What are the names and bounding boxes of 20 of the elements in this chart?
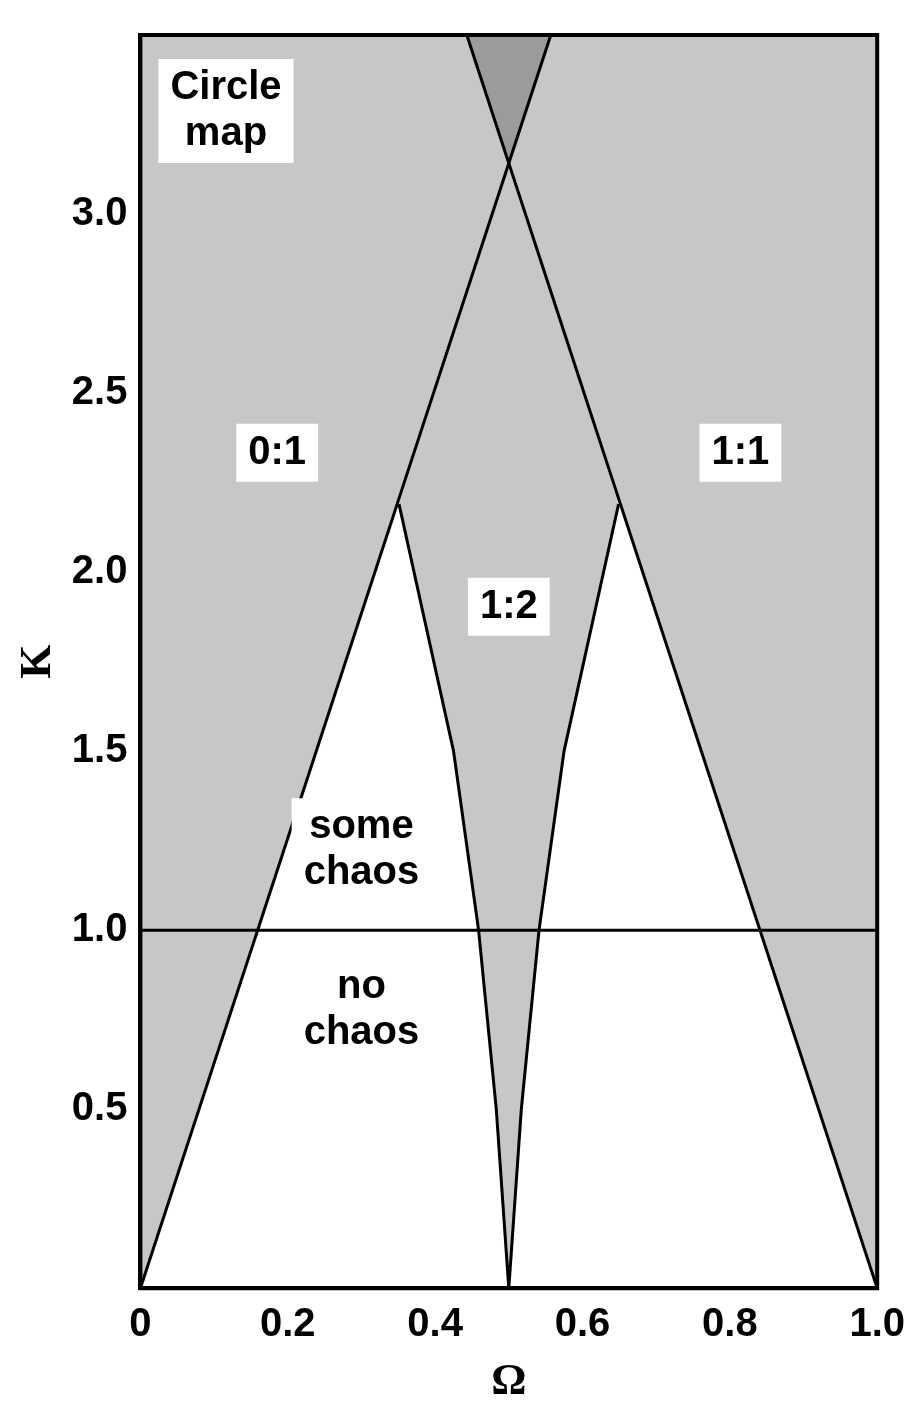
text: 1:1: [711, 427, 770, 472]
text: 0:1: [248, 427, 307, 472]
annotation: some chaos: [303, 802, 420, 893]
annotation: Circle map: [170, 63, 282, 154]
y-tick-label: 3.0: [71, 189, 128, 234]
annotation: no chaos: [303, 962, 420, 1053]
x-tick-label: 0.4: [407, 1300, 464, 1345]
x-tick-label: 1.0: [849, 1300, 905, 1345]
y-tick-label: 2.0: [71, 547, 128, 592]
y-tick-label: 1.0: [71, 905, 128, 950]
y-axis-title: K: [10, 644, 60, 679]
x-tick-label: 0.2: [259, 1300, 316, 1345]
x-tick-label: 0: [129, 1300, 152, 1345]
x-tick-label: 0.8: [702, 1300, 758, 1345]
y-tick-label: 1.5: [71, 726, 128, 771]
x-tick-label: 0.6: [554, 1300, 611, 1345]
series-label: 1:2: [479, 581, 538, 626]
y-tick-label: 2.5: [71, 368, 128, 413]
y-tick-label: 0.5: [71, 1084, 128, 1129]
x-axis-title: Ω: [491, 1354, 527, 1404]
